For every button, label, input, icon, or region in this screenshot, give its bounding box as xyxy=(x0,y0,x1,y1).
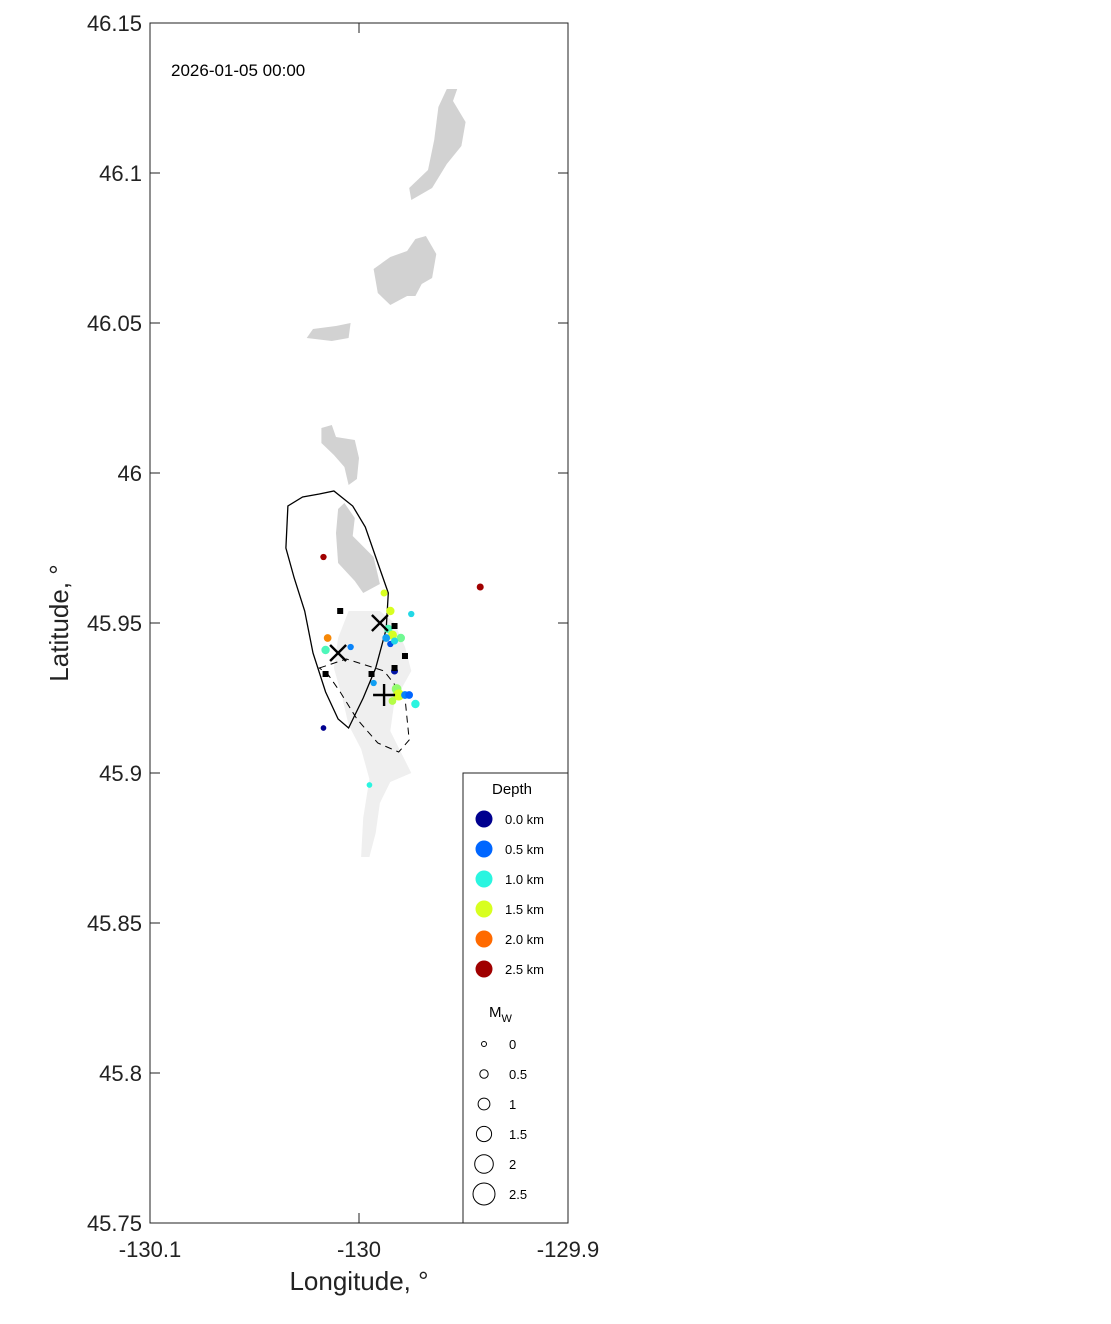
legend: Depth 0.0 km 0.5 km 1.0 km 1.5 km 2.0 km 2.5 … xyxy=(462,772,569,1224)
legend-mw-swatch xyxy=(477,1097,491,1111)
stations xyxy=(322,608,408,677)
legend-mw-entries: 0 0.5 1 1.5 2 2.5 xyxy=(472,1037,527,1206)
legend-depth-label: 1.0 km xyxy=(505,872,544,887)
earthquake-event xyxy=(366,782,373,788)
legend-depth-label: 0.0 km xyxy=(505,812,544,827)
station-marker xyxy=(322,671,329,677)
earthquake-event xyxy=(408,610,415,618)
legend-mw-label: 1.5 xyxy=(509,1127,527,1142)
earthquake-event xyxy=(393,689,405,701)
earthquake-event xyxy=(388,697,397,705)
legend-depth-label: 2.5 km xyxy=(505,962,544,977)
y-tick-label: 45.85 xyxy=(87,911,142,936)
legend-mw-label: 2.5 xyxy=(509,1187,527,1202)
legend-mw-label: 2 xyxy=(509,1157,516,1172)
legend-depth-label: 0.5 km xyxy=(505,842,544,857)
outline-solid xyxy=(285,490,389,730)
outline-dashed xyxy=(318,658,410,753)
earthquake-event xyxy=(320,553,327,561)
x-axis-title: Longitude, ° xyxy=(289,1266,428,1296)
legend-mw-subscript: W xyxy=(502,1013,513,1025)
legend-depth-title: Depth xyxy=(492,781,532,798)
axis-ticks: -130.1 -130 -129.9 45.75 45.8 45.85 45.9 45.95 4… xyxy=(87,11,599,1262)
legend-mw-label: 1 xyxy=(509,1097,516,1112)
station-marker xyxy=(368,671,375,677)
earthquake-event xyxy=(396,633,405,643)
earthquake-event xyxy=(386,606,395,616)
legend-mw-swatch xyxy=(475,1125,493,1143)
legend-box xyxy=(462,772,569,1224)
earthquake-event xyxy=(405,691,414,699)
y-tick-label: 46 xyxy=(118,461,142,486)
legend-mw-label: 0.5 xyxy=(509,1067,527,1082)
x-tick-label: -130 xyxy=(337,1237,381,1262)
earthquake-event xyxy=(411,699,420,709)
earthquake-event xyxy=(476,583,484,591)
legend-depth-entries: 0.0 km 0.5 km 1.0 km 1.5 km 2.0 km 2.5 km xyxy=(475,810,544,978)
legend-mw-swatch xyxy=(474,1154,494,1174)
lava-flow-dark xyxy=(306,323,351,341)
legend-mw-label: 0 xyxy=(509,1037,516,1052)
station-marker xyxy=(391,665,398,671)
y-tick-label: 46.15 xyxy=(87,11,142,36)
legend-depth-label: 1.5 km xyxy=(505,902,544,917)
legend-depth-swatch xyxy=(475,840,493,858)
x-marker xyxy=(329,644,347,662)
station-marker xyxy=(401,653,408,659)
legend-depth-swatch xyxy=(475,870,493,888)
lava-flow-dark xyxy=(409,89,466,200)
lava-flow-dark xyxy=(373,236,437,305)
y-tick-label: 45.9 xyxy=(99,761,142,786)
plus-marker xyxy=(373,684,396,706)
legend-depth-swatch xyxy=(475,900,493,918)
x-marker xyxy=(371,614,389,632)
lava-flows-dark xyxy=(306,89,466,593)
earthquake-event xyxy=(321,645,330,655)
y-tick-label: 46.1 xyxy=(99,161,142,186)
timestamp-label: 2026-01-05 00:00 xyxy=(171,61,305,80)
legend-mw-symbol: M xyxy=(489,1004,502,1021)
x-tick-label: -129.9 xyxy=(537,1237,599,1262)
x-tick-label: -130.1 xyxy=(119,1237,181,1262)
earthquake-event xyxy=(380,589,388,597)
earthquake-event xyxy=(391,637,399,645)
legend-depth-swatch xyxy=(475,810,493,828)
lava-flow-dark xyxy=(321,425,359,485)
earthquake-event xyxy=(370,679,377,687)
caldera-outlines xyxy=(285,490,410,753)
lava-flow-dark xyxy=(336,503,380,593)
legend-mw-swatch xyxy=(479,1069,489,1079)
station-marker xyxy=(391,623,398,629)
earthquake-event xyxy=(347,643,354,651)
y-tick-label: 45.95 xyxy=(87,611,142,636)
earthquake-event xyxy=(387,630,397,640)
y-tick-label: 46.05 xyxy=(87,311,142,336)
legend-depth-swatch xyxy=(475,930,493,948)
y-tick-label: 45.75 xyxy=(87,1211,142,1236)
legend-mw-title: MW xyxy=(489,1004,513,1025)
earthquake-event xyxy=(323,634,332,642)
earthquake-event xyxy=(320,725,327,731)
legend-mw-swatch xyxy=(472,1182,496,1206)
earthquake-event xyxy=(382,634,391,642)
legend-mw-swatch xyxy=(481,1041,487,1047)
y-axis-title: Latitude, ° xyxy=(44,564,74,681)
reference-markers xyxy=(329,614,396,706)
y-tick-label: 45.8 xyxy=(99,1061,142,1086)
legend-depth-swatch xyxy=(475,960,493,978)
legend-depth-label: 2.0 km xyxy=(505,932,544,947)
station-marker xyxy=(337,608,344,614)
